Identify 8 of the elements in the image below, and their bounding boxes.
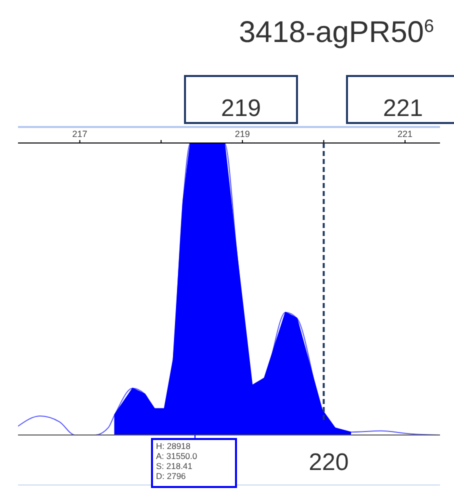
- x-tick-label: 221: [398, 129, 413, 139]
- text: 221: [382, 95, 424, 122]
- x-tick-label: 219: [234, 129, 250, 139]
- x-tick-label: 217: [72, 129, 88, 139]
- text: 219: [220, 95, 262, 122]
- ref-line-label: 220: [308, 449, 349, 476]
- chart-title: 3418-agPR50$^{6}$: [238, 16, 434, 49]
- text: H: 28918 A: 31550.0 S: 218.41 D: 2796: [156, 441, 198, 481]
